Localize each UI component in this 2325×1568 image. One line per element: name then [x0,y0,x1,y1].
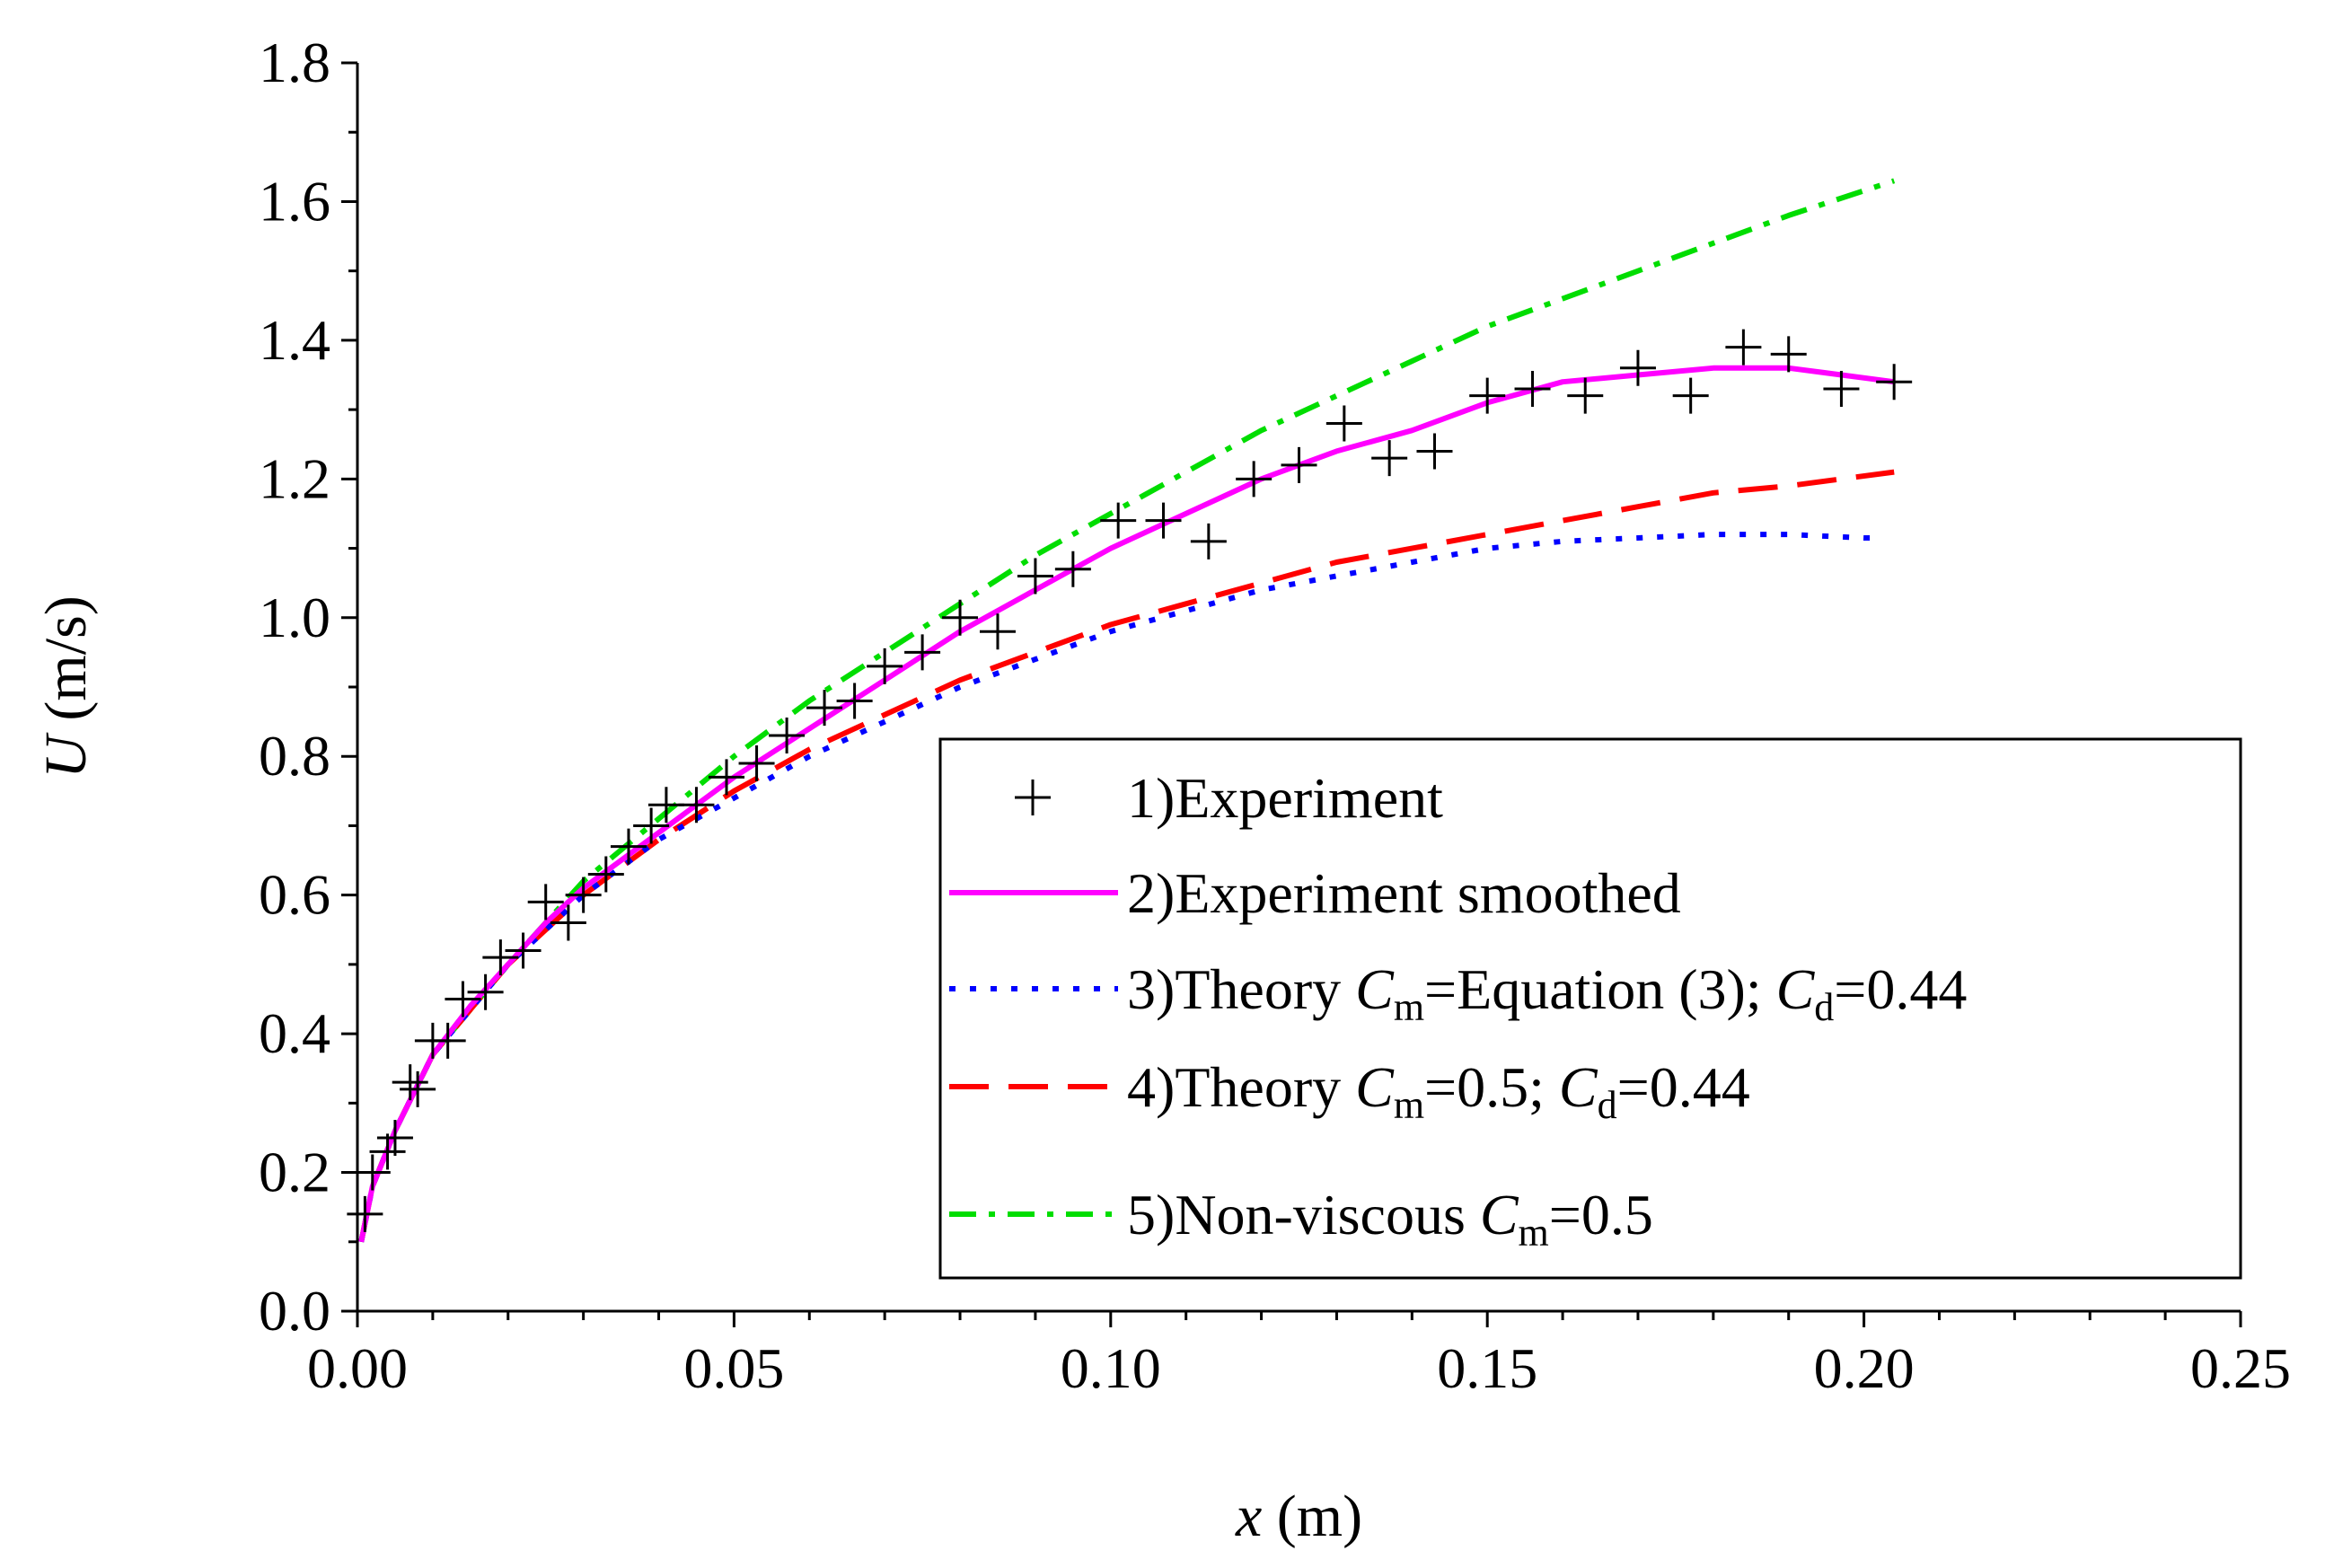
data-point-experiment [550,904,586,941]
data-point-experiment [587,856,624,893]
data-point-experiment [369,1133,406,1170]
data-point-experiment [769,718,806,754]
data-point-experiment [1469,377,1506,414]
x-axis-label: x (m) [1235,1484,1362,1549]
data-point-experiment [1619,349,1656,386]
y-tick-label: 1.0 [259,586,330,649]
x-tick-label: 0.25 [2190,1336,2291,1400]
data-point-experiment [1054,551,1091,587]
data-point-experiment [709,759,745,796]
data-point-experiment [1416,433,1453,470]
y-tick-label: 0.4 [259,1001,330,1065]
data-point-experiment [1281,446,1317,483]
y-tick-label: 0.2 [259,1141,330,1204]
x-tick-label: 0.10 [1061,1336,1161,1400]
data-point-experiment [1514,370,1551,407]
legend-box [938,737,2242,1280]
data-point-experiment [738,744,775,781]
x-tick-label: 0.05 [683,1336,784,1400]
data-point-experiment [467,973,504,1010]
data-point-experiment [1236,461,1273,498]
data-point-experiment [1876,364,1913,401]
series-line-4 [358,469,1895,1243]
y-tick-label: 1.8 [259,31,330,94]
data-point-experiment [647,787,684,824]
legend: 1)Experiment 2)Experiment smoothed 3)Theor… [938,737,2242,1280]
data-point-experiment [482,939,519,976]
data-point-experiment [445,981,481,1017]
data-point-experiment [836,683,873,719]
legend-label-5: 5)Non-viscous Cm=0.5 [1127,1183,1653,1255]
data-point-experiment [527,884,564,921]
data-point-experiment [979,613,1016,650]
data-point-experiment [1567,377,1604,414]
data-point-experiment [867,647,903,684]
legend-label-4: 4)Theory Cm=0.5; Cd=0.44 [1127,1055,1750,1127]
data-point-experiment [904,634,941,671]
legend-marker-1 [1015,780,1051,815]
data-point-experiment [1325,405,1362,442]
data-point-experiment [1190,523,1227,559]
data-point-experiment [1017,558,1053,595]
legend-label-1: 1)Experiment [1127,766,1443,830]
data-point-experiment [610,828,647,865]
data-point-experiment [678,787,715,824]
x-tick-label: 0.20 [1814,1336,1915,1400]
data-point-experiment [1823,370,1860,407]
data-point-experiment [392,1064,428,1101]
data-point-experiment [806,690,843,727]
y-tick-label: 0.8 [259,724,330,788]
data-point-experiment [347,1195,383,1232]
data-point-experiment [1672,377,1709,414]
data-point-experiment [565,876,602,913]
data-point-experiment [1725,329,1762,366]
data-point-experiment [354,1154,391,1191]
legend-label-3: 3)Theory Cm=Equation (3); Cd=0.44 [1127,957,1967,1029]
data-point-experiment [505,932,542,969]
x-tick-label: 0.00 [307,1336,408,1400]
data-point-experiment [633,807,670,844]
data-point-experiment [1145,502,1182,539]
y-tick-label: 0.0 [259,1279,330,1343]
series-line-3 [358,532,1880,1243]
data-point-experiment [942,599,979,636]
axes-layer: 0.0 0.2 0.4 0.6 0.8 1.0 1.2 1.4 1.6 1.8 0.00 0.05 0.… [33,31,2291,1549]
x-tick-label: 0.15 [1437,1336,1537,1400]
data-point-experiment [1770,336,1807,373]
series-layer [347,178,1913,1243]
y-tick-label: 1.2 [259,446,330,510]
data-point-experiment [429,1022,466,1059]
y-tick-label: 1.6 [259,169,330,233]
data-point-experiment [376,1119,413,1156]
data-point-experiment [1371,440,1408,477]
data-point-experiment [400,1070,436,1107]
legend-label-2: 2)Experiment smoothed [1127,861,1681,925]
y-tick-label: 0.6 [259,863,330,927]
y-tick-label: 1.4 [259,308,330,372]
y-axis-label: U (m/s) [33,595,99,779]
data-point-experiment [1100,502,1137,539]
